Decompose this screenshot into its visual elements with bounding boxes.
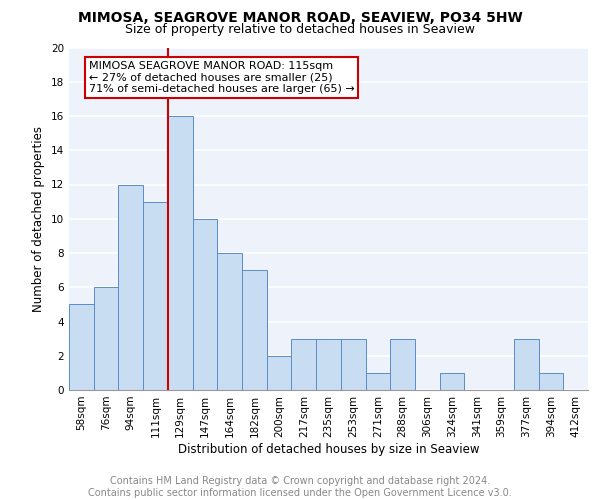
Y-axis label: Number of detached properties: Number of detached properties [32, 126, 46, 312]
Bar [440, 373, 464, 390]
Bar [69, 304, 94, 390]
Bar [168, 116, 193, 390]
Bar [217, 253, 242, 390]
Text: MIMOSA, SEAGROVE MANOR ROAD, SEAVIEW, PO34 5HW: MIMOSA, SEAGROVE MANOR ROAD, SEAVIEW, PO… [77, 11, 523, 25]
Bar [514, 338, 539, 390]
Bar [242, 270, 267, 390]
X-axis label: Distribution of detached houses by size in Seaview: Distribution of detached houses by size … [178, 442, 479, 456]
Bar [316, 338, 341, 390]
Bar [365, 373, 390, 390]
Bar [267, 356, 292, 390]
Bar [292, 338, 316, 390]
Bar [341, 338, 365, 390]
Text: Size of property relative to detached houses in Seaview: Size of property relative to detached ho… [125, 22, 475, 36]
Text: Contains HM Land Registry data © Crown copyright and database right 2024.
Contai: Contains HM Land Registry data © Crown c… [88, 476, 512, 498]
Bar [143, 202, 168, 390]
Bar [94, 287, 118, 390]
Bar [390, 338, 415, 390]
Text: MIMOSA SEAGROVE MANOR ROAD: 115sqm
← 27% of detached houses are smaller (25)
71%: MIMOSA SEAGROVE MANOR ROAD: 115sqm ← 27%… [89, 61, 355, 94]
Bar [118, 184, 143, 390]
Bar [539, 373, 563, 390]
Bar [193, 219, 217, 390]
